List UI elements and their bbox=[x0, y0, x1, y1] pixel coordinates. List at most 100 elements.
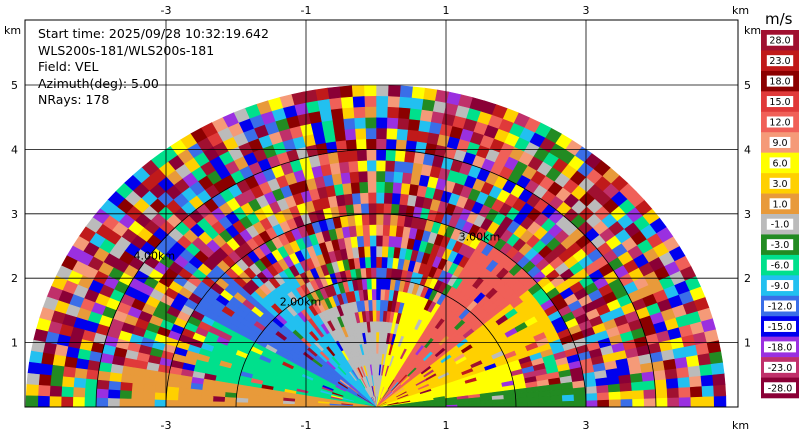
velocity-cell bbox=[608, 390, 622, 400]
velocity-cell bbox=[381, 245, 389, 258]
velocity-cell bbox=[356, 149, 367, 162]
velocity-cell bbox=[73, 367, 88, 380]
colorbar-label: 1.0 bbox=[772, 199, 787, 210]
velocity-cell bbox=[352, 95, 365, 108]
velocity-cell bbox=[189, 388, 203, 397]
velocity-cell bbox=[384, 159, 396, 172]
x-tick-label-bottom: 3 bbox=[583, 419, 590, 432]
velocity-cell bbox=[368, 213, 377, 225]
velocity-cell bbox=[387, 235, 396, 248]
velocity-cell bbox=[335, 139, 348, 153]
x-unit-bottom: km bbox=[732, 419, 749, 432]
velocity-cell bbox=[404, 139, 417, 153]
velocity-cell bbox=[371, 288, 377, 301]
velocity-cell bbox=[631, 389, 645, 400]
velocity-cell bbox=[419, 109, 434, 122]
range-ring-label: 3.00km bbox=[459, 230, 501, 243]
velocity-cell bbox=[369, 245, 377, 258]
velocity-cell bbox=[550, 400, 564, 408]
velocity-cell bbox=[131, 375, 146, 385]
velocity-cell bbox=[409, 97, 424, 110]
velocity-cell bbox=[61, 376, 75, 388]
colorbar-label-bg bbox=[766, 34, 794, 46]
start-time: Start time: 2025/09/28 10:32:19.642 bbox=[38, 26, 269, 41]
velocity-cell bbox=[367, 181, 377, 193]
velocity-cell bbox=[342, 117, 356, 130]
velocity-cell bbox=[353, 117, 366, 129]
velocity-cell bbox=[573, 393, 587, 401]
velocity-cell bbox=[379, 288, 386, 301]
velocity-cell bbox=[677, 376, 691, 388]
x-tick-label-top: -3 bbox=[161, 4, 172, 17]
velocity-cell bbox=[700, 374, 714, 387]
info-block: Start time: 2025/09/28 10:32:19.642 WLS2… bbox=[38, 26, 269, 109]
velocity-cell bbox=[538, 395, 552, 403]
velocity-cell bbox=[630, 380, 645, 391]
velocity-cell bbox=[375, 149, 387, 161]
velocity-cell bbox=[37, 384, 51, 397]
velocity-cell bbox=[597, 399, 610, 408]
velocity-cell bbox=[375, 277, 382, 290]
velocity-cell bbox=[708, 350, 723, 365]
velocity-cell bbox=[402, 161, 414, 174]
velocity-cell bbox=[398, 193, 409, 206]
velocity-cell bbox=[154, 385, 168, 394]
velocity-cell bbox=[386, 117, 399, 129]
velocity-cell bbox=[331, 118, 345, 131]
velocity-cell bbox=[385, 138, 397, 151]
velocity-cell bbox=[95, 388, 109, 399]
colorbar-label-bg bbox=[766, 280, 794, 292]
colorbar-label-bg bbox=[766, 218, 794, 230]
velocity-cell bbox=[702, 395, 715, 408]
velocity-cell bbox=[333, 129, 346, 142]
velocity-cell bbox=[60, 386, 74, 398]
colorbar-label-bg bbox=[764, 361, 796, 373]
velocity-cell bbox=[119, 390, 132, 400]
velocity-cell bbox=[26, 372, 40, 386]
velocity-cell bbox=[713, 395, 727, 408]
velocity-cell bbox=[375, 159, 386, 172]
velocity-cell bbox=[177, 393, 191, 402]
velocity-cell bbox=[375, 288, 381, 301]
velocity-cell bbox=[689, 385, 703, 398]
colorbar-label: -12.0 bbox=[768, 302, 793, 313]
velocity-cell bbox=[652, 369, 667, 381]
velocity-cell bbox=[131, 383, 145, 393]
velocity-cell bbox=[608, 398, 622, 408]
velocity-cell bbox=[347, 160, 359, 173]
velocity-cell bbox=[358, 181, 369, 194]
velocity-cell bbox=[375, 127, 387, 140]
velocity-cell bbox=[200, 395, 214, 403]
velocity-cell bbox=[39, 363, 53, 376]
velocity-cell bbox=[351, 84, 365, 97]
velocity-cell bbox=[340, 96, 354, 109]
velocity-cell bbox=[235, 402, 248, 408]
colorbar-label-bg bbox=[766, 75, 794, 87]
velocity-cell bbox=[118, 398, 132, 408]
velocity-cell bbox=[84, 387, 98, 399]
velocity-cell bbox=[365, 138, 377, 150]
velocity-cell bbox=[416, 130, 430, 144]
velocity-cell bbox=[364, 106, 377, 118]
colorbar-title: m/s bbox=[765, 10, 793, 28]
velocity-cell bbox=[480, 402, 494, 408]
velocity-cell bbox=[375, 138, 387, 150]
velocity-cell bbox=[712, 372, 726, 386]
velocity-cell bbox=[366, 159, 377, 172]
range-ring-label: 4.00km bbox=[133, 250, 175, 263]
velocity-cell bbox=[370, 277, 377, 290]
velocity-cell bbox=[108, 372, 123, 383]
velocity-cell bbox=[666, 387, 680, 398]
velocity-cell bbox=[200, 401, 214, 408]
velocity-cell bbox=[83, 397, 97, 408]
velocity-cell bbox=[75, 358, 90, 371]
velocity-cell bbox=[380, 267, 387, 279]
velocity-cell bbox=[585, 392, 598, 401]
velocity-cell bbox=[354, 127, 367, 140]
velocity-cell bbox=[687, 364, 702, 378]
colorbar-label: -6.0 bbox=[771, 261, 790, 272]
velocity-cell bbox=[515, 401, 529, 408]
velocity-cell bbox=[387, 95, 400, 108]
velocity-cell bbox=[142, 384, 156, 394]
velocity-cell bbox=[375, 342, 379, 354]
